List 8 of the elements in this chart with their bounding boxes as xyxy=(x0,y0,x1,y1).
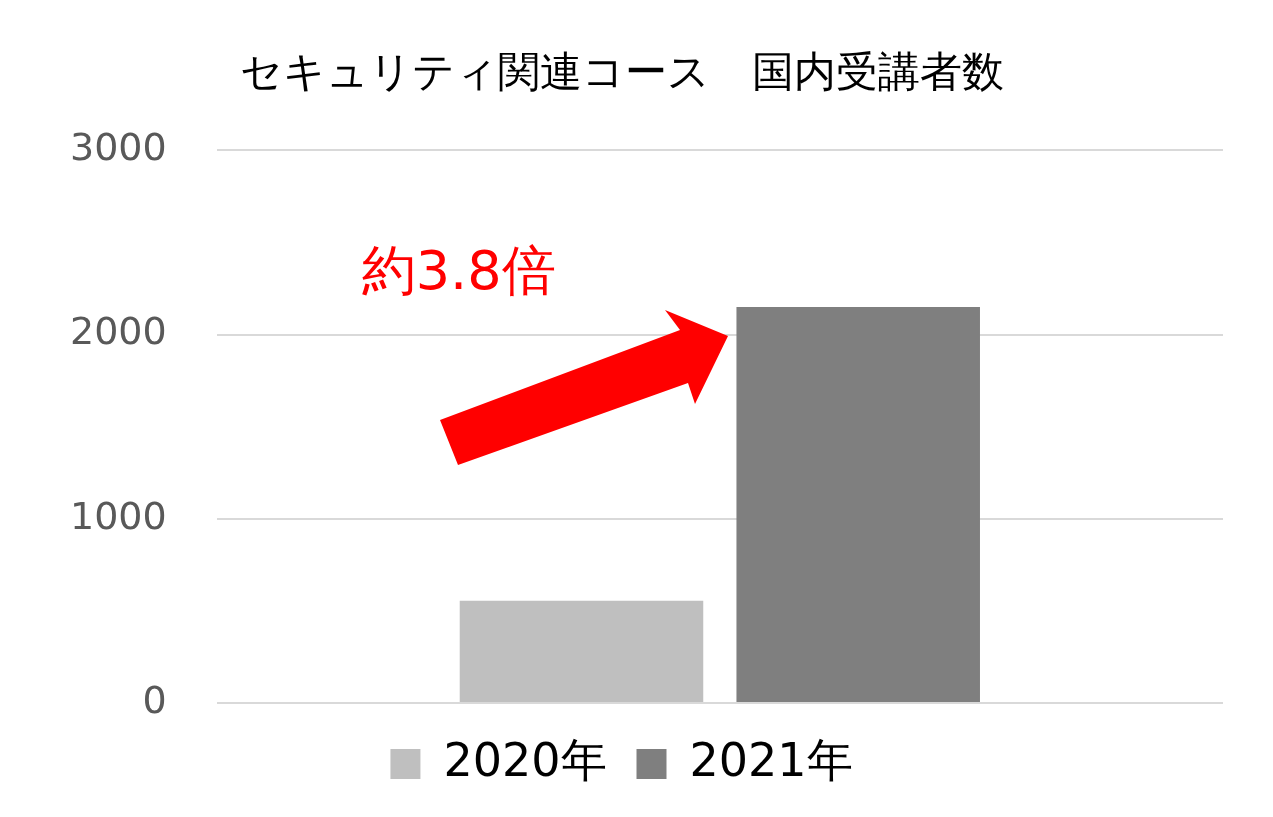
y-tick-label: 1000 xyxy=(69,493,167,538)
annotation: 約3.8倍 xyxy=(361,239,556,303)
y-tick-label: 2000 xyxy=(69,309,167,354)
legend-label: 2021年 xyxy=(689,732,853,787)
chart-title: セキュリティ関連コース 国内受講者数 xyxy=(239,47,1004,97)
legend-label: 2020年 xyxy=(443,732,607,787)
y-tick-label: 0 xyxy=(142,677,167,722)
y-tick-label: 3000 xyxy=(69,125,167,170)
